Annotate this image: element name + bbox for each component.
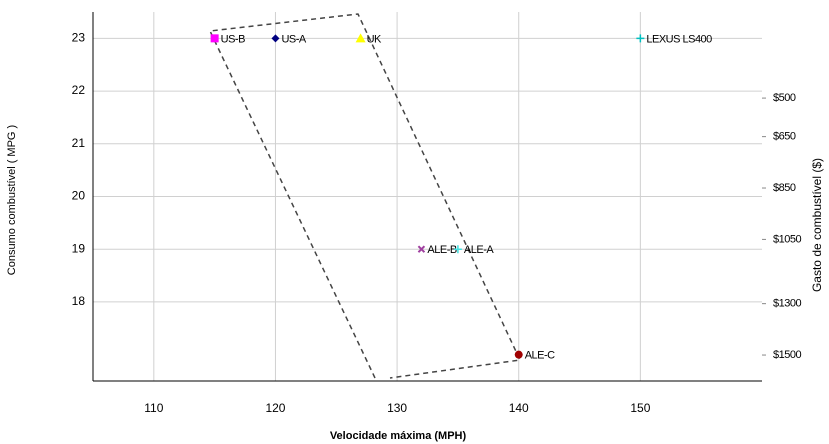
- point: [636, 34, 645, 43]
- x-tick-label: 120: [265, 401, 285, 415]
- point-label: ALE-C: [525, 350, 555, 362]
- point-label: UK: [367, 33, 382, 45]
- y2-tick-label: $1300: [773, 298, 801, 310]
- point: [210, 34, 219, 43]
- y-axis-title: Consumo combustível ( MPG ): [6, 125, 18, 275]
- point: [271, 34, 280, 43]
- y-tick-label: 19: [72, 241, 86, 255]
- y-tick-label: 23: [72, 31, 86, 45]
- y2-axis-title: Gasto de combustível ($): [810, 158, 824, 292]
- y-tick-label: 20: [72, 189, 86, 203]
- y2-tick-label: $650: [773, 131, 796, 143]
- x-tick-label: 110: [144, 401, 163, 415]
- x-axis-title: Velocidade máxima (MPH): [330, 430, 467, 442]
- y2-tick-label: $1050: [773, 233, 801, 245]
- x-tick-label: 140: [509, 401, 529, 415]
- point: [355, 33, 366, 43]
- point-label: LEXUS LS400: [646, 33, 712, 45]
- y2-tick-label: $500: [773, 92, 796, 104]
- y-tick-label: 18: [72, 294, 86, 308]
- point: [417, 245, 426, 253]
- point-label: ALE-B: [427, 244, 456, 256]
- y-tick-label: 22: [72, 83, 86, 97]
- y-tick-label: 21: [72, 136, 86, 150]
- selection-outline: [208, 13, 522, 379]
- x-tick-label: 130: [387, 401, 407, 415]
- point-label: US-A: [281, 33, 306, 45]
- point-label: US-B: [221, 33, 245, 45]
- point-label: ALE-A: [464, 244, 494, 256]
- x-tick-label: 150: [630, 401, 650, 415]
- y2-tick-label: $850: [773, 182, 796, 194]
- point: [453, 245, 462, 254]
- grid: [93, 12, 762, 381]
- point: [514, 350, 523, 359]
- y2-tick-label: $1500: [773, 349, 801, 361]
